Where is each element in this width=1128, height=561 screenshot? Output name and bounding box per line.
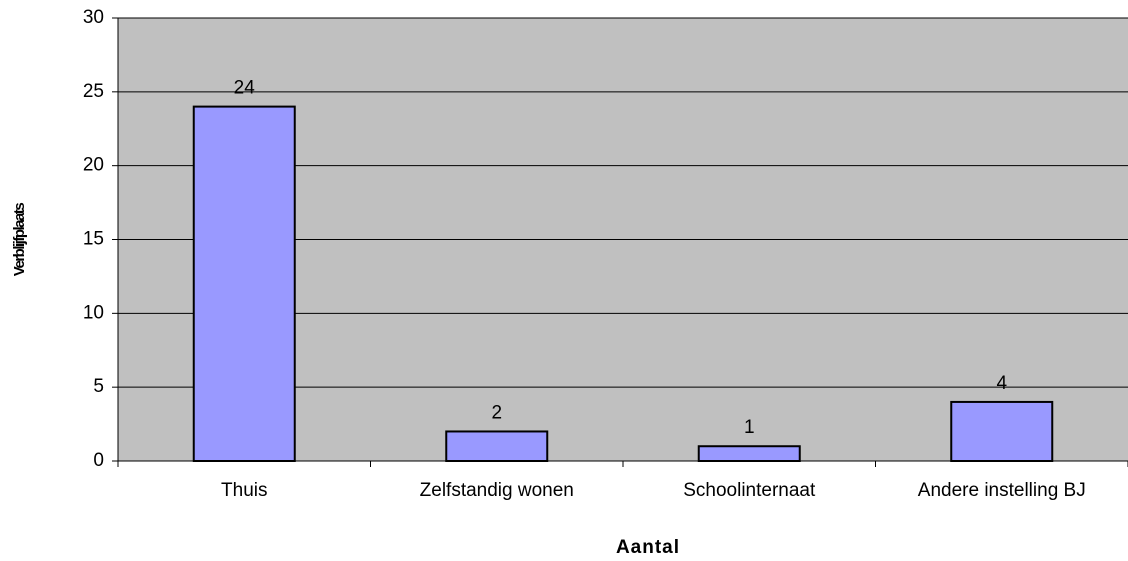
x-axis-label: Aantal (616, 537, 680, 558)
y-axis-label: Verblijfplaats (11, 203, 28, 277)
x-tick-label: Andere instelling BJ (917, 480, 1086, 501)
y-tick-label: 20 (83, 155, 104, 176)
x-tick-label: Schoolinternaat (683, 480, 816, 501)
data-label: 1 (744, 417, 755, 438)
y-tick-label: 0 (93, 450, 104, 471)
data-label: 24 (234, 78, 256, 99)
bar (445, 430, 549, 463)
y-tick-label: 10 (83, 302, 104, 323)
bar (697, 445, 801, 463)
x-tick-label: Zelfstandig wonen (419, 480, 574, 501)
x-tick-label: Thuis (221, 480, 268, 501)
data-label: 2 (491, 402, 502, 423)
y-tick-label: 5 (93, 376, 104, 397)
bar (192, 105, 296, 462)
y-tick-label: 25 (83, 81, 104, 102)
data-label: 4 (996, 373, 1007, 394)
y-tick-label: 30 (83, 7, 104, 28)
y-tick-label: 15 (83, 229, 104, 250)
bar (950, 400, 1054, 462)
